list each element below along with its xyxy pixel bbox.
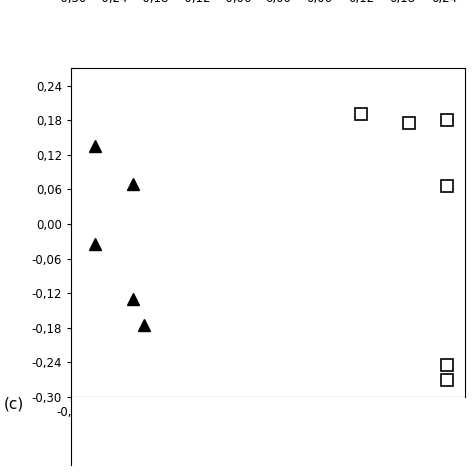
X-axis label: Coordinate 1: Coordinate 1	[223, 425, 313, 438]
Text: (c): (c)	[4, 397, 24, 412]
